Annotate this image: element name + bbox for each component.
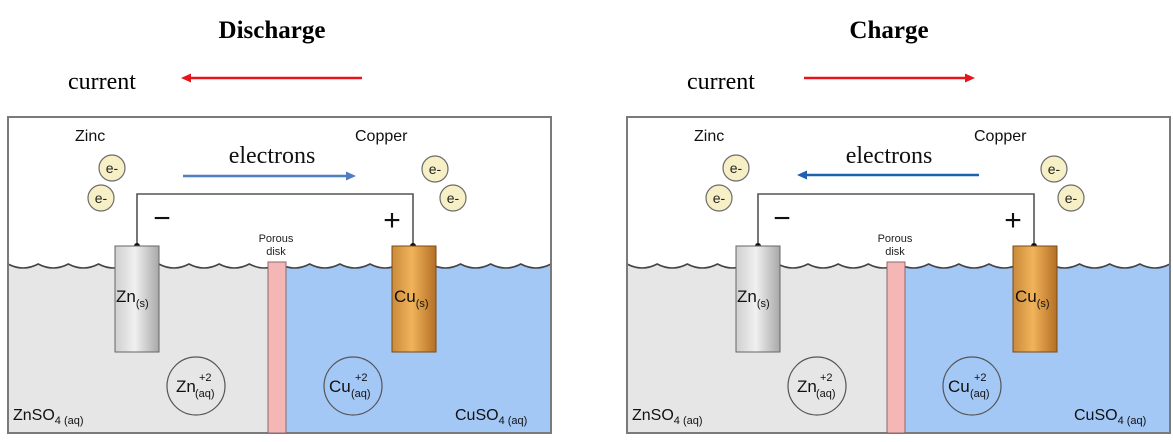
positive-terminal: + bbox=[1004, 204, 1022, 237]
arrow-head bbox=[346, 171, 356, 181]
copper-electrode-label: Cu(s) bbox=[394, 287, 429, 310]
positive-terminal: + bbox=[383, 204, 401, 237]
zinc-ion-label: Zn bbox=[176, 377, 196, 396]
electron-circle bbox=[722, 154, 750, 182]
electron-symbol: e- bbox=[106, 160, 119, 176]
zinc-ion-label: Zn bbox=[797, 377, 817, 396]
panel-charge: Charge current Porous disk Zn(s) Cu(s) −… bbox=[626, 17, 1171, 434]
electron-symbol: e- bbox=[1065, 190, 1078, 206]
zinc-electrode-label: Zn(s) bbox=[737, 287, 770, 310]
zinc-electrode-label: Zn(s) bbox=[116, 287, 149, 310]
zinc-electrode bbox=[735, 245, 781, 353]
zinc-ion-state: (aq) bbox=[195, 388, 215, 400]
electron-circle bbox=[421, 155, 449, 183]
copper-ion-charge: +2 bbox=[974, 372, 987, 384]
electrons-label: electrons bbox=[846, 143, 933, 169]
electron-symbol: e- bbox=[447, 190, 460, 206]
panel-title: Charge bbox=[849, 17, 928, 44]
electron: e- bbox=[421, 155, 449, 183]
copper-solution-label: CuSO4 (aq) bbox=[1074, 407, 1146, 427]
zinc-ion-charge: +2 bbox=[820, 372, 833, 384]
zinc-electrode bbox=[114, 245, 160, 353]
electron: e- bbox=[439, 184, 467, 212]
copper-electrode bbox=[391, 245, 437, 353]
zinc-solution-label: ZnSO4 (aq) bbox=[13, 407, 84, 427]
electron-symbol: e- bbox=[713, 190, 726, 206]
electron-symbol: e- bbox=[1048, 161, 1061, 177]
copper-electrode-label: Cu(s) bbox=[1015, 287, 1050, 310]
copper-ion-circle bbox=[942, 356, 1002, 416]
copper-solution-label: CuSO4 (aq) bbox=[455, 407, 527, 427]
electron-flow-arrow bbox=[797, 170, 979, 180]
panel-title: Discharge bbox=[219, 17, 326, 44]
porous-disk bbox=[267, 261, 287, 434]
electron: e- bbox=[705, 184, 733, 212]
negative-terminal: − bbox=[153, 202, 171, 235]
electron-circle bbox=[705, 184, 733, 212]
current-label: current bbox=[68, 69, 136, 95]
zinc-label: Zinc bbox=[694, 128, 724, 145]
panel-discharge: Discharge current Porous disk Zn(s) Cu(s… bbox=[7, 17, 552, 434]
copper-electrode bbox=[1012, 245, 1058, 353]
copper-ion-state: (aq) bbox=[351, 388, 371, 400]
electron-circle bbox=[1057, 184, 1085, 212]
arrow-head bbox=[797, 170, 807, 180]
external-wire bbox=[757, 193, 1035, 246]
zinc-ion-circle bbox=[166, 356, 226, 416]
electron-circle bbox=[98, 154, 126, 182]
copper-ion-state: (aq) bbox=[970, 388, 990, 400]
electron-circle bbox=[439, 184, 467, 212]
current-arrow bbox=[181, 73, 362, 83]
porous-label-line1: Porous bbox=[878, 233, 913, 245]
electron-circle bbox=[1040, 155, 1068, 183]
current-arrow bbox=[804, 73, 975, 83]
electron-flow-arrow bbox=[183, 171, 356, 181]
zinc-label: Zinc bbox=[75, 128, 105, 145]
copper-ion-charge: +2 bbox=[355, 372, 368, 384]
arrow-head bbox=[965, 73, 975, 83]
zinc-ion-circle bbox=[787, 356, 847, 416]
electrons-label: electrons bbox=[229, 143, 316, 169]
external-wire bbox=[136, 193, 414, 246]
copper-label: Copper bbox=[355, 128, 408, 145]
zinc-ion-state: (aq) bbox=[816, 388, 836, 400]
electron-symbol: e- bbox=[730, 160, 743, 176]
copper-ion-label: Cu bbox=[948, 377, 970, 396]
zinc-ion-charge: +2 bbox=[199, 372, 212, 384]
porous-label-line2: disk bbox=[266, 246, 286, 258]
electron-circle bbox=[87, 184, 115, 212]
electron: e- bbox=[1057, 184, 1085, 212]
copper-ion-circle bbox=[323, 356, 383, 416]
electron: e- bbox=[722, 154, 750, 182]
electron-symbol: e- bbox=[429, 161, 442, 177]
zinc-solution-label: ZnSO4 (aq) bbox=[632, 407, 703, 427]
electron: e- bbox=[1040, 155, 1068, 183]
negative-terminal: − bbox=[773, 202, 791, 235]
copper-label: Copper bbox=[974, 128, 1027, 145]
electron: e- bbox=[87, 184, 115, 212]
current-label: current bbox=[687, 69, 755, 95]
porous-label-line1: Porous bbox=[259, 233, 294, 245]
copper-ion-label: Cu bbox=[329, 377, 351, 396]
electron-symbol: e- bbox=[95, 190, 108, 206]
electron: e- bbox=[98, 154, 126, 182]
porous-label-line2: disk bbox=[885, 246, 905, 258]
arrow-head bbox=[181, 73, 191, 83]
porous-disk bbox=[886, 261, 906, 434]
